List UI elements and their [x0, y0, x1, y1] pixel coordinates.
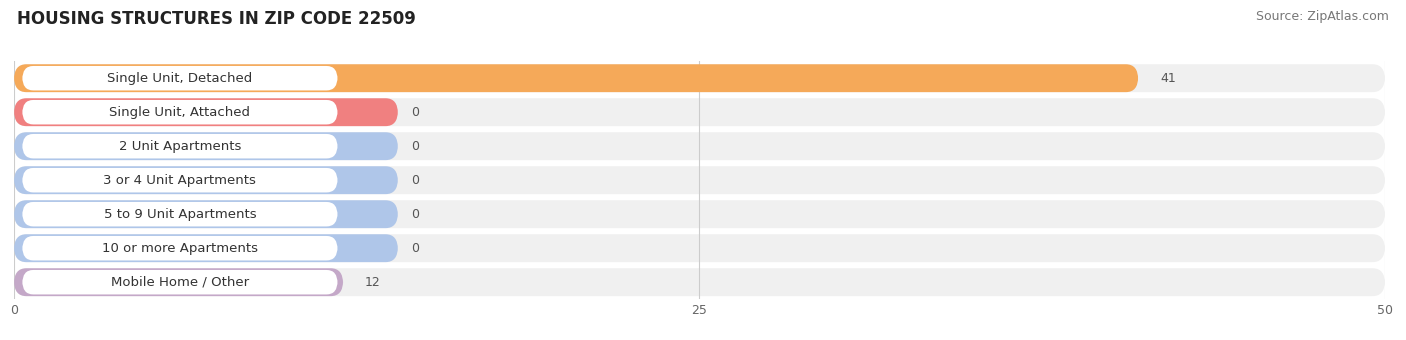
FancyBboxPatch shape: [22, 66, 337, 90]
FancyBboxPatch shape: [14, 64, 1139, 92]
FancyBboxPatch shape: [14, 268, 343, 296]
FancyBboxPatch shape: [22, 134, 337, 158]
Text: 0: 0: [412, 208, 419, 221]
Text: 2 Unit Apartments: 2 Unit Apartments: [118, 140, 240, 153]
Text: Single Unit, Attached: Single Unit, Attached: [110, 106, 250, 119]
Text: Mobile Home / Other: Mobile Home / Other: [111, 276, 249, 289]
FancyBboxPatch shape: [22, 100, 337, 124]
Text: 0: 0: [412, 174, 419, 187]
FancyBboxPatch shape: [14, 234, 398, 262]
Text: HOUSING STRUCTURES IN ZIP CODE 22509: HOUSING STRUCTURES IN ZIP CODE 22509: [17, 10, 416, 28]
Text: 0: 0: [412, 140, 419, 153]
Text: 3 or 4 Unit Apartments: 3 or 4 Unit Apartments: [104, 174, 256, 187]
Text: 0: 0: [412, 242, 419, 255]
Text: Source: ZipAtlas.com: Source: ZipAtlas.com: [1256, 10, 1389, 23]
FancyBboxPatch shape: [14, 166, 1385, 194]
FancyBboxPatch shape: [22, 270, 337, 294]
Text: 41: 41: [1160, 72, 1175, 85]
FancyBboxPatch shape: [14, 64, 1385, 92]
FancyBboxPatch shape: [14, 132, 1385, 160]
FancyBboxPatch shape: [14, 98, 1385, 126]
FancyBboxPatch shape: [14, 200, 398, 228]
FancyBboxPatch shape: [14, 200, 1385, 228]
FancyBboxPatch shape: [14, 98, 398, 126]
Text: 10 or more Apartments: 10 or more Apartments: [101, 242, 257, 255]
FancyBboxPatch shape: [22, 202, 337, 226]
FancyBboxPatch shape: [14, 234, 1385, 262]
FancyBboxPatch shape: [14, 268, 1385, 296]
Text: Single Unit, Detached: Single Unit, Detached: [107, 72, 253, 85]
FancyBboxPatch shape: [22, 168, 337, 192]
Text: 5 to 9 Unit Apartments: 5 to 9 Unit Apartments: [104, 208, 256, 221]
FancyBboxPatch shape: [14, 166, 398, 194]
FancyBboxPatch shape: [14, 132, 398, 160]
Text: 12: 12: [366, 276, 381, 289]
Text: 0: 0: [412, 106, 419, 119]
FancyBboxPatch shape: [22, 236, 337, 260]
